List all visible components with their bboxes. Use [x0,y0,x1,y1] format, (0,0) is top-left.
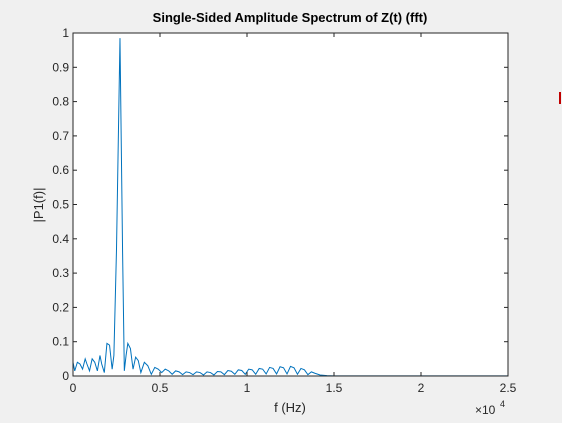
y-tick-label: 0.2 [52,300,69,314]
x-multiplier-label: ×10 [475,403,496,417]
series-line [72,38,508,377]
y-tick-label: 0.3 [52,266,69,280]
y-tick-label: 0 [62,369,69,383]
y-tick-label: 0.5 [52,198,69,212]
x-tick-label: 1.5 [326,381,343,395]
x-tick-label: 0 [70,381,77,395]
y-tick-label: 1 [62,26,69,40]
x-tick-label: 2 [418,381,425,395]
x-tick-label: 2.5 [500,381,517,395]
y-tick-label: 0.8 [52,95,69,109]
plot-area [73,33,508,376]
x-multiplier-exponent: 4 [500,399,505,409]
chart-title: Single-Sided Amplitude Spectrum of Z(t) … [153,10,428,25]
y-tick-label: 0.4 [52,232,69,246]
x-axis-label: f (Hz) [274,400,306,415]
y-tick-label: 0.9 [52,60,69,74]
y-tick-label: 0.6 [52,163,69,177]
y-tick-label: 0.1 [52,335,69,349]
window-edge-marker [559,92,561,104]
x-tick-label: 1 [244,381,251,395]
y-tick-label: 0.7 [52,129,69,143]
y-axis-label: |P1(f)| [31,188,46,223]
x-tick-label: 0.5 [152,381,169,395]
